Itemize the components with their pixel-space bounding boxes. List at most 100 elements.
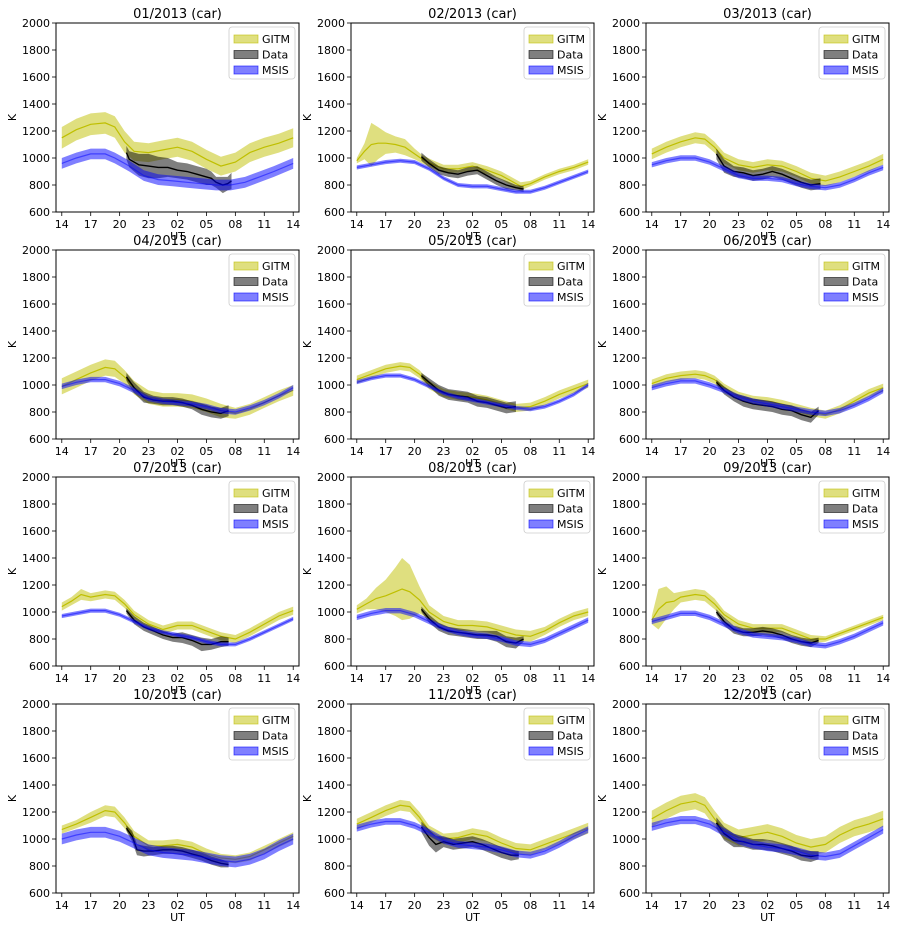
x-tick-label: 05 [789,899,803,912]
legend-swatch-data [528,50,554,59]
y-axis-label: K [6,794,19,802]
x-axis-label: UT [170,911,185,924]
x-tick-label: 23 [437,445,451,458]
x-tick-label: 05 [789,445,803,458]
x-tick-label: 08 [818,899,832,912]
x-tick-label: 23 [732,672,746,685]
line-gitm [356,804,589,851]
x-tick-label: 14 [55,445,69,458]
x-axis-label: UT [170,230,185,243]
x-tick-label: 11 [847,672,861,685]
y-tick-label: 800 [619,179,640,192]
y-tick-label: 1600 [612,71,640,84]
legend-label-data: Data [557,276,583,289]
x-tick-label: 05 [494,672,508,685]
x-tick-label: 08 [228,218,242,231]
subplot-4: 600 800 1000 1200 1400 1600 1800 2000 14 17 20 23 02… [6,234,300,470]
x-tick-label: 05 [494,899,508,912]
legend-swatch-data [823,277,849,286]
x-tick-label: 08 [818,672,832,685]
x-tick-label: 23 [142,445,156,458]
y-tick-label: 1000 [317,152,345,165]
subplot-title: 12/2013 (car) [723,688,812,703]
band-gitm [356,799,589,856]
legend-label-data: Data [557,503,583,516]
legend-swatch-msis [528,519,554,529]
x-tick-label: 08 [818,445,832,458]
x-tick-label: 02 [761,445,775,458]
legend-swatch-msis [823,292,849,302]
legend-label-data: Data [262,503,288,516]
legend-label-msis: MSIS [557,64,584,77]
subplot-5: 600 800 1000 1200 1400 1600 1800 2000 14 17 20 23 02… [301,234,595,470]
x-tick-label: 05 [199,218,213,231]
legend-swatch-gitm [528,488,554,498]
legend-label-gitm: GITM [557,487,585,500]
y-tick-label: 1200 [612,579,640,592]
x-tick-label: 05 [494,445,508,458]
y-tick-label: 800 [619,860,640,873]
x-tick-label: 20 [408,218,422,231]
y-tick-label: 1200 [22,125,50,138]
x-tick-label: 14 [581,218,595,231]
x-tick-label: 14 [645,672,659,685]
band-gitm [61,589,294,643]
x-tick-label: 14 [350,672,364,685]
x-tick-label: 20 [113,672,127,685]
y-axis-label: K [596,794,609,802]
y-tick-label: 600 [619,433,640,446]
legend-label-gitm: GITM [262,33,290,46]
y-tick-label: 1600 [317,525,345,538]
x-tick-label: 23 [437,899,451,912]
band-msis [651,816,884,861]
y-tick-label: 800 [29,633,50,646]
y-tick-label: 600 [324,433,345,446]
subplot-11: 600 800 1000 1200 1400 1600 1800 2000 14 17 20 23 02… [301,688,595,924]
y-axis-label: K [6,567,19,575]
y-axis-label: K [301,340,314,348]
legend-label-msis: MSIS [557,291,584,304]
legend-swatch-data [233,731,259,740]
y-axis-label: K [301,113,314,121]
y-tick-label: 800 [324,860,345,873]
y-tick-label: 1000 [317,606,345,619]
y-tick-label: 1800 [22,271,50,284]
x-tick-label: 08 [523,445,537,458]
y-tick-label: 600 [324,660,345,673]
y-tick-label: 1800 [612,271,640,284]
band-gitm [356,558,589,642]
band-gitm [61,112,294,176]
legend-swatch-data [233,50,259,59]
y-axis-label: K [6,340,19,348]
y-tick-label: 2000 [22,698,50,711]
y-tick-label: 600 [324,887,345,900]
subplot-title: 02/2013 (car) [428,7,517,22]
x-tick-label: 20 [703,445,717,458]
y-tick-label: 1600 [317,752,345,765]
x-tick-label: 05 [789,672,803,685]
y-tick-label: 600 [29,433,50,446]
subplot-title: 01/2013 (car) [133,7,222,22]
x-tick-label: 11 [257,672,271,685]
x-tick-label: 08 [228,445,242,458]
legend-label-gitm: GITM [852,487,880,500]
band-gitm [651,132,884,187]
legend-label-data: Data [262,276,288,289]
x-tick-label: 20 [703,672,717,685]
x-tick-label: 05 [494,218,508,231]
line-gitm [356,142,589,187]
y-tick-label: 2000 [317,17,345,30]
y-tick-label: 1200 [317,806,345,819]
x-axis-label: UT [465,457,480,470]
y-tick-label: 1800 [22,498,50,511]
legend-label-gitm: GITM [262,714,290,727]
y-tick-label: 2000 [612,471,640,484]
y-tick-label: 1400 [22,552,50,565]
y-tick-label: 1800 [22,725,50,738]
y-tick-label: 1200 [22,806,50,819]
legend-label-data: Data [852,503,878,516]
legend-swatch-data [528,504,554,513]
line-msis [61,609,294,646]
y-tick-label: 1200 [612,125,640,138]
y-tick-label: 600 [619,660,640,673]
